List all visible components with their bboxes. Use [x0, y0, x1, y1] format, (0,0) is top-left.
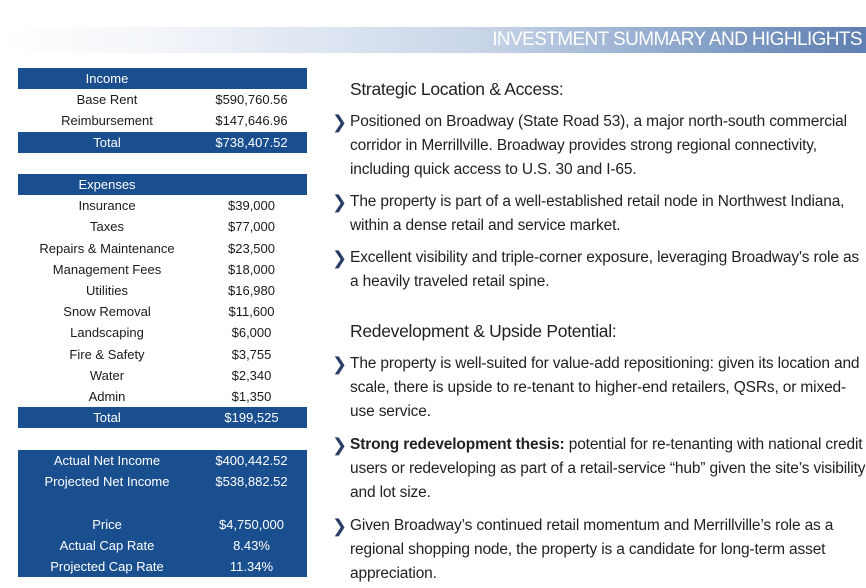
summary-table: Actual Net Income $400,442.52 Projected N…: [18, 450, 307, 578]
chevron-right-icon: ❯: [332, 354, 348, 374]
expenses-heading: Expenses: [18, 174, 196, 196]
row-value: 8.43%: [196, 534, 307, 556]
table-row: Insurance $39,000: [18, 195, 307, 216]
table-row: Base Rent $590,760.56: [18, 89, 307, 110]
row-value: $77,000: [228, 219, 275, 235]
row-label: Utilities: [86, 283, 128, 299]
table-row: Taxes $77,000: [18, 216, 307, 237]
row-label: Insurance: [78, 198, 136, 214]
row-value: $590,760.56: [215, 92, 288, 108]
row-value: $18,000: [228, 261, 275, 277]
row-label: Base Rent: [76, 92, 138, 108]
chevron-right-icon: ❯: [332, 112, 348, 132]
table-row: Landscaping $6,000: [18, 322, 307, 343]
chevron-right-icon: ❯: [332, 516, 348, 536]
expenses-table: Expenses Insurance $39,000 Taxes $77,000 R…: [18, 174, 307, 429]
expenses-total-row: Total $199,525: [18, 407, 307, 429]
chevron-right-icon: ❯: [332, 192, 348, 212]
row-value: $11,600: [228, 304, 275, 320]
row-label: Actual Net Income: [18, 450, 196, 472]
table-row: Fire & Safety $3,755: [18, 344, 307, 365]
row-value: $16,980: [228, 283, 275, 299]
table-row: Management Fees $18,000: [18, 259, 307, 280]
row-value: $2,340: [231, 367, 272, 383]
section-heading-redevelopment: Redevelopment & Upside Potential:: [350, 321, 617, 341]
bullet-text: Positioned on Broadway (State Road 53), …: [350, 113, 847, 178]
bullet-rest: potential for re-tenanting with national…: [350, 436, 866, 501]
row-value: $39,000: [228, 198, 275, 214]
row-value: $6,000: [231, 325, 272, 341]
row-label: Admin: [88, 388, 126, 404]
bullet-text: Strong redevelopment thesis: potential f…: [350, 433, 866, 505]
row-value: [196, 492, 307, 514]
income-heading: Income: [18, 68, 196, 90]
bullet-text: The property is part of a well-establish…: [350, 193, 845, 234]
table-row: Actual Net Income $400,442.52: [18, 450, 307, 472]
page-title: INVESTMENT SUMMARY AND HIGHLIGHTS: [492, 29, 862, 50]
row-label: Fire & Safety: [69, 346, 145, 362]
bullet-bold-lead: Strong redevelopment thesis:: [350, 436, 565, 453]
table-row: Projected Net Income $538,882.52: [18, 471, 307, 493]
row-value: $3,755: [231, 346, 272, 362]
table-row: Repairs & Maintenance $23,500: [18, 238, 307, 259]
row-value: $23,500: [228, 240, 275, 256]
row-value: $538,882.52: [196, 471, 307, 493]
row-label: Projected Net Income: [18, 471, 196, 493]
row-label: Repairs & Maintenance: [39, 240, 175, 256]
income-total-row: Total $738,407.52: [18, 131, 307, 153]
row-label: Management Fees: [52, 261, 162, 277]
row-label: Actual Cap Rate: [18, 534, 196, 556]
chevron-right-icon: ❯: [332, 435, 348, 455]
table-row: Admin $1,350: [18, 386, 307, 407]
row-value: 11.34%: [196, 555, 307, 578]
table-row: Price $4,750,000: [18, 513, 307, 535]
row-label: Water: [89, 367, 125, 383]
row-label: Taxes: [90, 219, 124, 235]
row-label: Projected Cap Rate: [18, 555, 196, 578]
bullet-text: Excellent visibility and triple-corner e…: [350, 249, 860, 290]
total-value: $199,525: [196, 407, 307, 429]
chevron-right-icon: ❯: [332, 248, 348, 268]
row-value: $4,750,000: [196, 513, 307, 535]
row-value: $147,646.96: [215, 113, 288, 129]
table-row: Projected Cap Rate 11.34%: [18, 555, 307, 578]
bullet-text: Given Broadway’s continued retail moment…: [350, 517, 834, 582]
expenses-header-row: Expenses: [18, 174, 307, 196]
row-value: $1,350: [231, 388, 272, 404]
total-value: $738,407.52: [196, 131, 307, 153]
table-row: [18, 492, 307, 514]
income-header-row: Income: [18, 68, 307, 90]
table-row: Snow Removal $11,600: [18, 301, 307, 322]
row-label: Landscaping: [70, 325, 144, 341]
total-label: Total: [18, 131, 196, 153]
section-heading-location: Strategic Location & Access:: [350, 79, 564, 99]
income-table: Income Base Rent $590,760.56 Reimburseme…: [18, 68, 307, 153]
row-label: Reimbursement: [61, 113, 153, 129]
table-row: Reimbursement $147,646.96: [18, 110, 307, 131]
table-row: Utilities $16,980: [18, 280, 307, 301]
row-label: Price: [18, 513, 196, 535]
row-value: $400,442.52: [196, 450, 307, 472]
table-row: Actual Cap Rate 8.43%: [18, 534, 307, 556]
total-label: Total: [18, 407, 196, 429]
bullet-text: The property is well-suited for value-ad…: [350, 355, 860, 420]
row-label: [18, 492, 196, 514]
table-row: Water $2,340: [18, 365, 307, 386]
row-label: Snow Removal: [63, 304, 151, 320]
header-banner: INVESTMENT SUMMARY AND HIGHLIGHTS: [0, 27, 866, 53]
